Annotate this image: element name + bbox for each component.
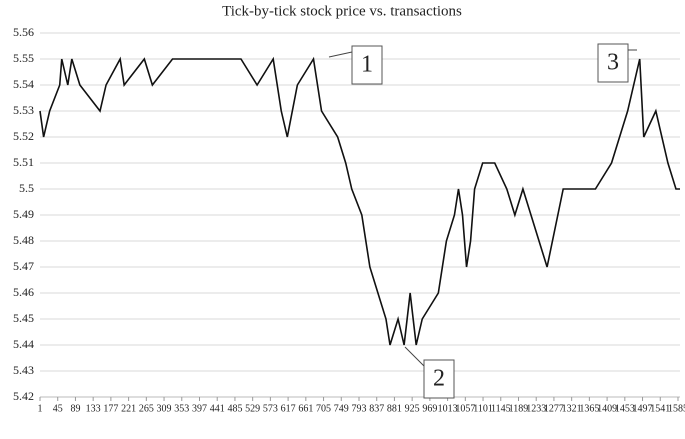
y-tick-label: 5.52 <box>13 129 34 143</box>
x-tick-label: 925 <box>405 403 420 414</box>
annotation-box <box>423 359 455 399</box>
y-tick-label: 5.49 <box>13 207 34 221</box>
y-tick-label: 5.56 <box>13 25 34 39</box>
y-tick-label: 5.51 <box>13 155 34 169</box>
x-tick-label: 1409 <box>597 403 617 414</box>
x-tick-label: 1057 <box>455 403 475 414</box>
x-tick-label: 749 <box>334 403 349 414</box>
x-tick-label: 441 <box>210 403 225 414</box>
annotation-arrow <box>404 346 425 367</box>
x-tick-label: 1101 <box>473 403 493 414</box>
x-tick-label: 1541 <box>650 403 670 414</box>
x-tick-label: 309 <box>157 403 172 414</box>
annotation-arrow <box>328 51 353 58</box>
x-tick-label: 1497 <box>633 403 653 414</box>
x-tick-label: 177 <box>103 403 118 414</box>
y-tick-label: 5.54 <box>13 77 34 91</box>
y-tick-label: 5.47 <box>13 259 34 273</box>
x-tick-label: 1365 <box>579 403 599 414</box>
x-tick-label: 1277 <box>544 403 564 414</box>
annotation-text: 3 <box>607 50 619 76</box>
annotation: 3 <box>597 43 637 83</box>
annotation-text: 2 <box>433 366 445 392</box>
annotation-text: 1 <box>361 52 373 78</box>
x-tick-label: 969 <box>422 403 437 414</box>
y-tick-label: 5.42 <box>13 389 34 403</box>
x-tick-label: 661 <box>298 403 313 414</box>
x-tick-label: 89 <box>70 403 80 414</box>
y-tick-label: 5.45 <box>13 311 34 325</box>
x-tick-label: 1321 <box>562 403 582 414</box>
x-tick-label: 881 <box>387 403 402 414</box>
annotation-box <box>351 45 383 85</box>
x-tick-label: 793 <box>351 403 366 414</box>
x-tick-label: 573 <box>263 403 278 414</box>
x-tick-label: 529 <box>245 403 260 414</box>
x-tick-label: 45 <box>53 403 63 414</box>
price-line <box>39 56 680 346</box>
y-tick-label: 5.55 <box>13 51 34 65</box>
x-tick-label: 837 <box>369 403 384 414</box>
x-tick-label: 1453 <box>615 403 635 414</box>
x-tick-label: 705 <box>316 403 331 414</box>
y-tick-label: 5.44 <box>13 337 34 351</box>
y-tick-label: 5.5 <box>19 181 34 195</box>
x-tick-label: 1 <box>38 403 43 414</box>
x-tick-label: 1145 <box>491 403 511 414</box>
y-tick-label: 5.53 <box>13 103 34 117</box>
x-tick-label: 1189 <box>509 403 529 414</box>
y-tick-label: 5.46 <box>13 285 34 299</box>
chart-title: Tick-by-tick stock price vs. transaction… <box>222 3 462 19</box>
y-tick-label: 5.48 <box>13 233 34 247</box>
x-tick-label: 397 <box>192 403 207 414</box>
x-tick-label: 133 <box>86 403 101 414</box>
annotation: 2 <box>404 346 455 399</box>
x-tick-label: 485 <box>227 403 242 414</box>
x-tick-label: 265 <box>139 403 154 414</box>
x-tick-label: 353 <box>174 403 189 414</box>
x-tick-label: 617 <box>281 403 296 414</box>
annotation-box <box>597 43 629 83</box>
y-tick-label: 5.43 <box>13 363 34 377</box>
x-tick-label: 1013 <box>438 403 458 414</box>
x-tick-label: 221 <box>121 403 136 414</box>
annotation: 1 <box>328 45 383 85</box>
x-tick-label: 1233 <box>526 403 546 414</box>
x-tick-label: 1585 <box>668 403 685 414</box>
